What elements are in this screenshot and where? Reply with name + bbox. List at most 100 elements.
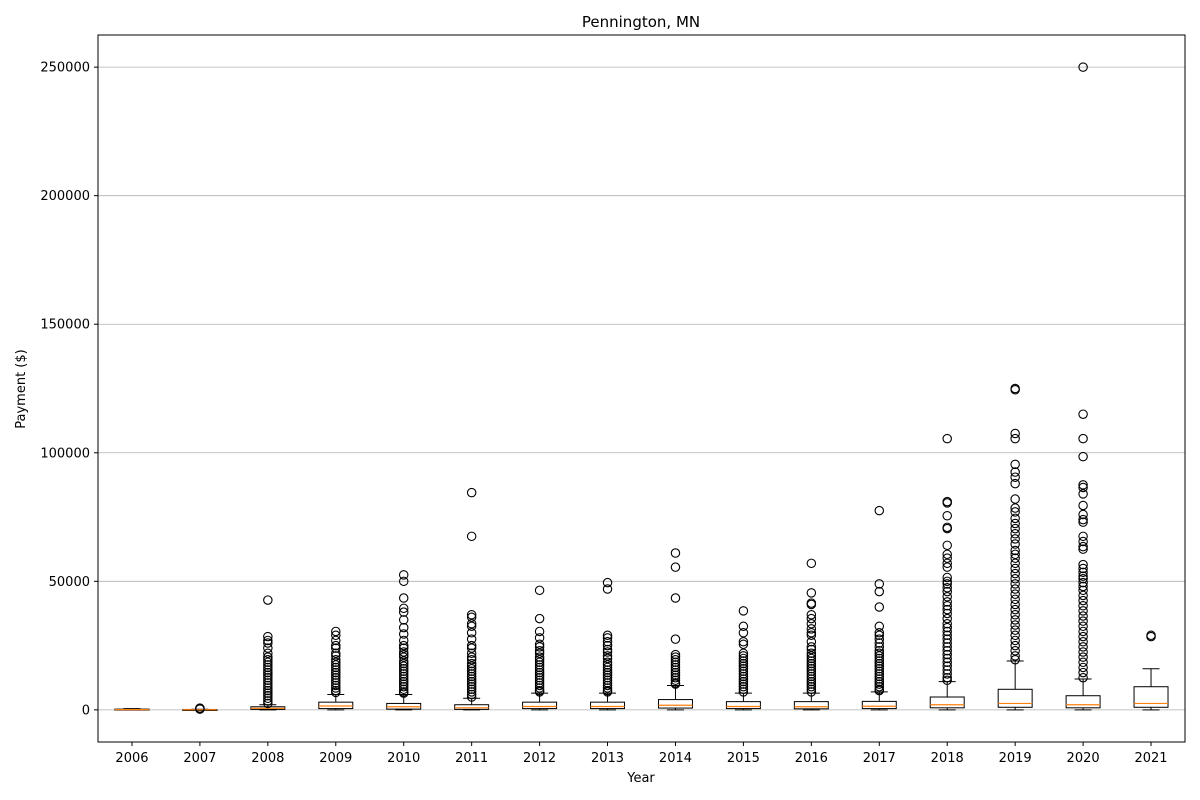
outlier-point xyxy=(602,680,613,691)
outlier-point xyxy=(398,615,409,625)
outlier-point xyxy=(1010,433,1020,444)
outlier-point xyxy=(398,684,409,695)
outlier-point xyxy=(331,665,341,675)
outlier-point xyxy=(942,672,952,683)
outlier-point xyxy=(874,663,885,674)
outlier-point xyxy=(398,635,409,646)
outlier-point xyxy=(398,652,409,662)
outlier-point xyxy=(942,558,952,569)
x-tick-label: 2008 xyxy=(251,751,284,766)
outlier-point xyxy=(1078,567,1088,578)
outlier-point xyxy=(942,523,952,534)
outlier-point xyxy=(1078,626,1088,637)
outlier-point xyxy=(398,688,409,698)
outlier-point xyxy=(1010,467,1020,477)
iqr-box xyxy=(657,699,693,709)
x-tick-label: 2020 xyxy=(1067,751,1100,766)
outlier-point xyxy=(1078,573,1088,584)
outlier-point xyxy=(874,674,885,684)
outlier-point xyxy=(738,653,749,664)
outlier-point xyxy=(874,579,885,589)
outlier-point xyxy=(942,642,952,652)
x-tick-label: 2021 xyxy=(1134,751,1167,766)
outlier-point xyxy=(1146,631,1156,642)
outlier-point xyxy=(534,652,545,662)
outlier-point xyxy=(874,621,885,632)
outlier-point xyxy=(1010,620,1020,630)
outlier-point xyxy=(602,683,613,693)
box-2015 xyxy=(725,606,761,711)
outlier-point xyxy=(466,687,477,697)
outlier-point xyxy=(398,671,409,682)
outlier-point xyxy=(874,681,885,692)
outlier-point xyxy=(806,679,817,689)
outlier-point xyxy=(1010,518,1020,529)
outlier-point xyxy=(331,675,341,686)
outlier-point xyxy=(874,586,885,597)
outlier-point xyxy=(263,667,273,678)
outlier-point xyxy=(1078,541,1088,552)
outlier-point xyxy=(738,679,749,689)
outlier-point xyxy=(263,657,273,668)
outlier-point xyxy=(738,671,749,682)
outlier-point xyxy=(263,635,273,646)
outlier-point xyxy=(466,661,477,671)
outlier-point xyxy=(263,690,273,701)
outlier-point xyxy=(331,672,341,683)
box-2013 xyxy=(590,577,626,711)
outlier-point xyxy=(874,634,885,644)
outlier-point xyxy=(738,636,749,647)
box-2017 xyxy=(861,505,897,711)
outlier-point xyxy=(263,654,273,665)
outlier-point xyxy=(263,675,273,686)
outlier-point xyxy=(466,692,477,702)
outlier-point xyxy=(398,658,409,669)
outlier-point xyxy=(670,593,681,603)
outlier-point xyxy=(1010,635,1020,646)
outlier-point xyxy=(398,649,409,660)
outlier-point xyxy=(942,634,952,644)
outlier-point xyxy=(534,648,545,659)
outlier-point xyxy=(466,676,477,687)
outlier-point xyxy=(1010,640,1020,651)
outlier-point xyxy=(466,681,477,692)
outlier-point xyxy=(1078,480,1088,490)
outlier-point xyxy=(1078,433,1088,444)
outlier-point xyxy=(942,653,952,664)
outlier-point xyxy=(670,665,681,675)
outlier-point xyxy=(1078,600,1088,611)
outlier-point xyxy=(806,681,817,692)
outlier-point xyxy=(466,663,477,674)
outlier-point xyxy=(466,669,477,679)
outlier-point xyxy=(331,678,341,688)
outlier-point xyxy=(874,685,885,696)
outlier-point xyxy=(331,651,341,661)
outlier-point xyxy=(738,663,749,674)
outlier-point xyxy=(1010,539,1020,549)
outlier-point xyxy=(398,640,409,651)
outlier-point xyxy=(602,653,613,664)
outlier-point xyxy=(738,666,749,677)
outlier-point xyxy=(398,661,409,671)
outlier-point xyxy=(398,676,409,687)
outlier-point xyxy=(263,652,273,662)
outlier-point xyxy=(263,683,273,693)
outlier-point xyxy=(874,679,885,689)
outlier-point xyxy=(602,577,613,588)
outlier-point xyxy=(263,693,273,704)
outlier-point xyxy=(602,670,613,680)
outlier-point xyxy=(398,663,409,674)
box-2019 xyxy=(997,383,1033,711)
outlier-point xyxy=(1078,517,1088,527)
outlier-point xyxy=(1078,611,1088,621)
outlier-point xyxy=(602,678,613,688)
outlier-point xyxy=(942,604,952,615)
outlier-point xyxy=(398,674,409,684)
outlier-point xyxy=(602,644,613,655)
outlier-point xyxy=(398,643,409,653)
axis-ticks: 0 50000 100000 150000 200000 250000 2006 2007 20… xyxy=(40,61,1167,766)
outlier-point xyxy=(670,657,681,668)
outlier-point xyxy=(942,586,952,597)
outlier-point xyxy=(670,660,681,670)
outlier-point xyxy=(534,660,545,670)
